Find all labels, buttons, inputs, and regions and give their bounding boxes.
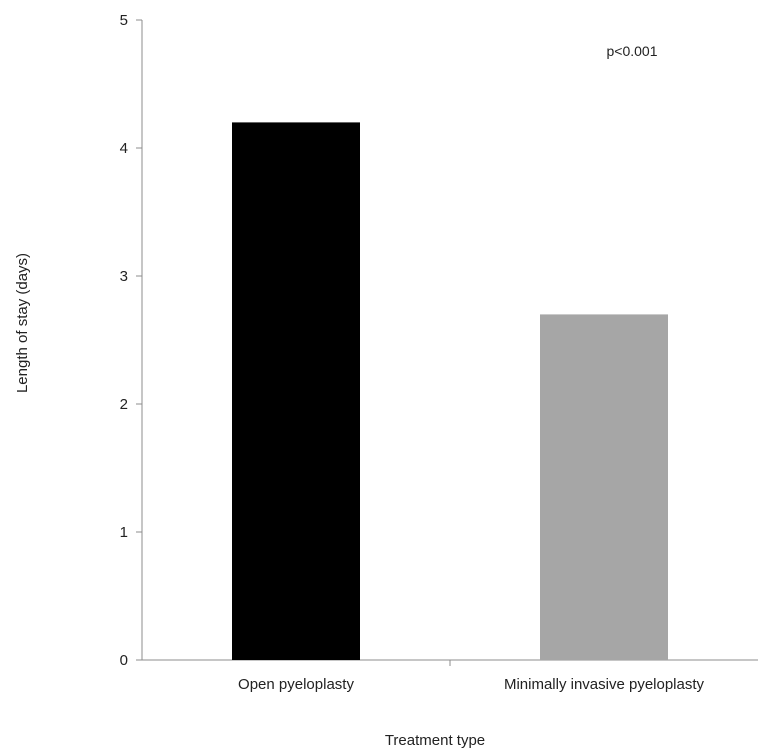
y-tick-label: 2 [120, 396, 128, 413]
y-axis-title: Length of stay (days) [14, 253, 31, 393]
bar [232, 122, 360, 660]
p-value-annotation: p<0.001 [607, 43, 658, 59]
x-tick-label: Minimally invasive pyeloplasty [504, 676, 705, 693]
y-tick-label: 5 [120, 12, 128, 29]
y-tick-label: 1 [120, 524, 128, 541]
bar [540, 314, 668, 660]
x-tick-label: Open pyeloplasty [238, 676, 354, 693]
y-tick-label: 0 [120, 652, 128, 669]
plot-area: 0 1 2 3 4 5 Open pyeloplasty Minimally invasive… [120, 12, 758, 693]
y-tick-label: 3 [120, 268, 128, 285]
y-tick-label: 4 [120, 140, 128, 157]
x-axis-title: Treatment type [385, 732, 485, 749]
